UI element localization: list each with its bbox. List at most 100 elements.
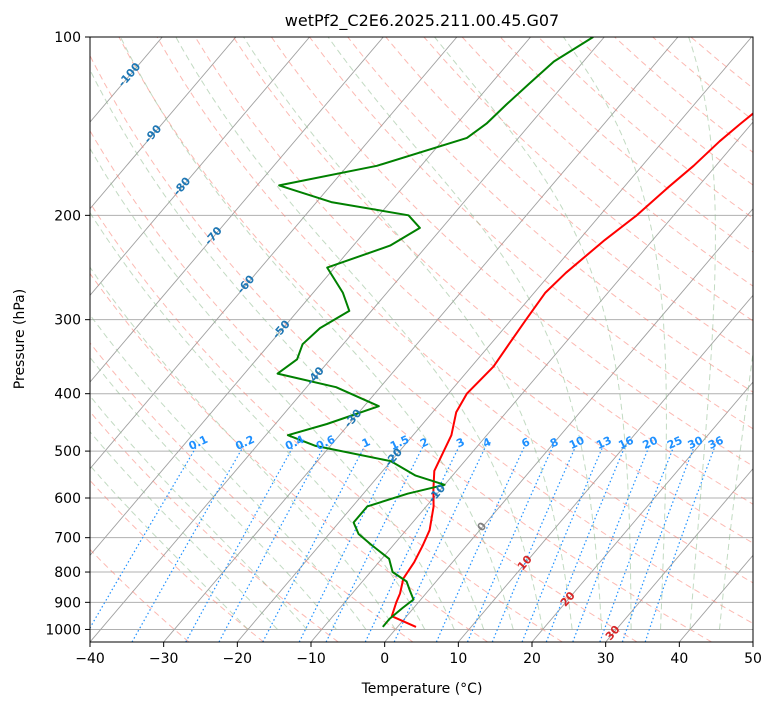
x-tick-label: 0 (380, 651, 389, 667)
moist-adiabat (327, 37, 603, 630)
mixing-ratio-label: 36 (706, 434, 726, 452)
dry-adiabat (90, 410, 339, 642)
moist-adiabat (90, 314, 367, 630)
y-tick-label: 100 (54, 30, 81, 46)
sounding-traces (276, 37, 753, 628)
dry-adiabat (613, 37, 753, 153)
moist-adiabat (562, 37, 667, 630)
dry-adiabat (118, 37, 753, 624)
background-lines (90, 37, 753, 642)
dry-adiabat (308, 37, 753, 430)
y-tick-label: 200 (54, 208, 81, 224)
x-tick-label: 50 (744, 651, 762, 667)
y-tick-label: 600 (54, 491, 81, 507)
skewed-isotherm (90, 37, 605, 642)
x-tick-label: −20 (223, 651, 253, 667)
moist-adiabat (90, 68, 485, 630)
mixing-ratio-label: 3 (454, 435, 466, 450)
mixing-ratio-line (185, 445, 295, 642)
mixing-ratio-line (545, 445, 626, 642)
mixing-ratio-label: 1.5 (388, 433, 411, 453)
dry-adiabat (537, 37, 753, 219)
y-tick-label: 500 (54, 444, 81, 460)
mixing-ratio-label: 20 (641, 434, 661, 452)
mixing-ratio-label: 16 (616, 434, 636, 452)
y-tick-label: 1000 (45, 622, 81, 638)
mixing-ratio-line (466, 445, 554, 642)
mixing-ratio-line (364, 445, 460, 642)
mixing-ratio-label: 30 (686, 434, 706, 452)
y-tick-label: 800 (54, 565, 81, 581)
mixing-ratio-line (90, 445, 198, 630)
mixing-ratio-line (621, 445, 695, 642)
dry-adiabat (461, 37, 753, 287)
y-axis-ticks: 100 200 300 400 500 600 700 800 900 1000 (45, 30, 90, 638)
y-tick-label: 400 (54, 387, 81, 403)
skewed-isotherm (752, 641, 753, 642)
moist-adiabat (433, 37, 632, 630)
moist-adiabat (90, 395, 308, 630)
dry-adiabat (90, 548, 190, 642)
mixing-ratio-line (298, 445, 400, 642)
moist-adiabat (119, 37, 514, 630)
mixing-ratio-label: 25 (665, 434, 684, 452)
mixing-ratio-line (644, 445, 716, 642)
dry-adiabat (90, 342, 414, 642)
dry-adiabat (385, 37, 753, 357)
skewed-isotherm (605, 467, 753, 642)
moist-adiabat (90, 356, 337, 630)
moist-adiabat (175, 37, 544, 630)
mixing-ratio-label: 0.4 (283, 433, 306, 453)
skewed-isotherm (90, 37, 310, 297)
dry-adiabat (156, 37, 753, 584)
dry-adiabat (499, 37, 753, 253)
y-tick-label: 900 (54, 595, 81, 611)
moist-adiabat (90, 211, 426, 630)
dry-adiabat (90, 202, 563, 642)
moist-adiabat (688, 37, 716, 630)
x-tick-label: −10 (296, 651, 326, 667)
x-tick-label: −40 (75, 651, 105, 667)
y-tick-label: 700 (54, 531, 81, 547)
mixing-ratio-label: 13 (594, 434, 613, 452)
x-tick-label: 30 (597, 651, 615, 667)
mixing-ratio-label: 10 (567, 434, 587, 452)
temperature-trace (390, 112, 753, 628)
skewed-isotherm (90, 37, 458, 470)
x-tick-label: −30 (149, 651, 179, 667)
plot-frame (89, 36, 754, 643)
dewpoint-trace (276, 37, 594, 628)
skewed-isotherm (531, 381, 753, 642)
skewed-isotherm (90, 37, 237, 210)
mixing-ratio-label: 0.1 (187, 433, 210, 453)
skewed-isotherm (678, 554, 753, 642)
skewed-isotherm (163, 37, 679, 642)
skewed-isotherm (90, 37, 384, 383)
moist-adiabat (719, 348, 753, 630)
dry-adiabat (651, 37, 753, 121)
mixing-ratio-line (131, 445, 245, 642)
mixing-ratio-label: 1 (360, 435, 372, 450)
mixing-ratio-label: 2 (418, 435, 430, 450)
mixing-ratio-line (572, 445, 650, 642)
isotherm-label: 40 (649, 655, 669, 675)
dry-adiabat (575, 37, 753, 186)
dry-adiabat (194, 37, 753, 544)
mixing-ratio-label: 6 (519, 435, 532, 450)
x-tick-label: 40 (670, 651, 688, 667)
x-tick-label: 10 (449, 651, 467, 667)
mixing-ratio-line (393, 445, 487, 642)
skewed-isotherm (90, 37, 531, 556)
mixing-ratio-line (491, 445, 577, 642)
y-tick-label: 300 (54, 313, 81, 329)
skewed-isotherm (236, 37, 752, 642)
chart-title: wetPf2_C2E6.2025.211.00.45.G07 (285, 11, 559, 31)
moist-adiabat (90, 266, 396, 630)
y-axis-label: Pressure (hPa) (12, 289, 28, 389)
skewed-isotherm (457, 294, 753, 642)
dry-adiabat (90, 272, 488, 642)
skewed-isotherm (384, 207, 753, 642)
dry-adiabat (232, 37, 753, 505)
dry-adiabat (90, 54, 712, 642)
